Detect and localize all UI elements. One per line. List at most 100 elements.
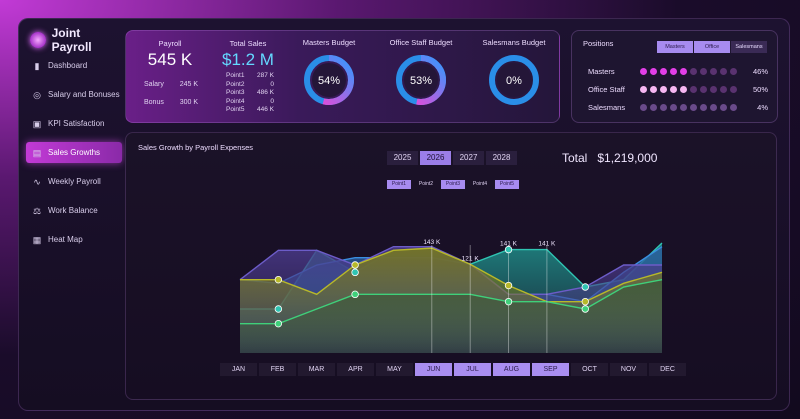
donut-track [489, 55, 539, 105]
month-button-mar[interactable]: MAR [298, 363, 335, 376]
data-point-marker[interactable] [274, 319, 283, 328]
position-dot [690, 86, 697, 93]
growth-chart-icon: ▤ [32, 147, 42, 158]
month-button-may[interactable]: MAY [376, 363, 413, 376]
positions-tab-masters[interactable]: Masters [657, 41, 693, 53]
masters-budget: Masters Budget 54% [291, 38, 367, 112]
data-point-marker[interactable] [274, 275, 283, 284]
kpi-card: Payroll 545 K Salary 245 K Bonus 300 K Tot… [125, 30, 560, 123]
line-chart-icon: ∿ [33, 176, 41, 187]
coins-icon: ◎ [33, 89, 41, 100]
position-dots [640, 104, 737, 111]
data-point-marker[interactable] [351, 268, 359, 277]
sidebar-nav: ▮ Dashboard ◎ Salary and Bonuses ▣ KPI Satisf… [26, 55, 122, 258]
data-point-marker[interactable] [351, 261, 359, 269]
position-dot [710, 86, 717, 93]
shield-logo-icon [30, 32, 46, 48]
year-button-2028[interactable]: 2028 [486, 151, 517, 165]
payroll-value: 545 K [147, 50, 193, 69]
sales-growth-chart: 143 K 121 K 141 K 141 K [239, 239, 663, 353]
positions-tab-office[interactable]: Office [694, 41, 730, 53]
sidebar-item-weekly-payroll[interactable]: ∿ Weekly Payroll [26, 171, 122, 192]
sidebar-item-salary-and-bonuses[interactable]: ◎ Salary and Bonuses [26, 84, 122, 105]
data-point-marker[interactable] [351, 290, 359, 299]
month-button-nov[interactable]: NOV [610, 363, 647, 376]
bar-chart-icon: ▮ [34, 60, 40, 71]
positions-title: Positions [583, 39, 614, 48]
sales-growth-card: Sales Growth by Payroll Expenses 2025 202… [125, 132, 777, 400]
salesmans-budget: Salesmans Budget 0% [474, 38, 554, 112]
data-point-marker[interactable] [504, 297, 513, 306]
month-button-jan[interactable]: JAN [220, 363, 257, 376]
map-icon: ▦ [32, 234, 42, 245]
total-label: Total [562, 151, 588, 165]
bonus-row: Bonus 300 K [144, 99, 198, 106]
sidebar-item-work-balance[interactable]: ⚖ Work Balance [26, 200, 122, 221]
sidebar-item-label: Weekly Payroll [48, 177, 101, 186]
sales-kpi: Total Sales $1.2 M [219, 39, 277, 70]
total-value: $1,219,000 [597, 151, 658, 165]
point-button-point3[interactable]: Point3 [441, 180, 465, 189]
point-button-point5[interactable]: Point5 [495, 180, 519, 189]
month-button-dec[interactable]: DEC [649, 363, 686, 376]
month-button-feb[interactable]: FEB [259, 363, 296, 376]
position-dot [660, 104, 667, 111]
payroll-kpi: Payroll 545 K [144, 39, 196, 70]
sales-point-row: Point4 0 [226, 97, 274, 105]
sidebar-item-sales-growths[interactable]: ▤ Sales Growths [26, 142, 122, 163]
point-button-point1[interactable]: Point1 [387, 180, 411, 189]
position-percent: 46% [752, 67, 768, 76]
donut-value: 53% [410, 75, 432, 87]
sidebar-item-kpi-satisfaction[interactable]: ▣ KPI Satisfaction [26, 113, 122, 134]
point-button-point2[interactable]: Point2 [418, 181, 434, 187]
position-dot [720, 68, 727, 75]
year-button-2025[interactable]: 2025 [387, 151, 418, 165]
data-point-marker[interactable] [504, 245, 513, 254]
position-row: Masters 46% [588, 67, 768, 76]
position-dot [720, 86, 727, 93]
donut-center [312, 63, 346, 97]
year-button-2026[interactable]: 2026 [420, 151, 451, 165]
series-line [240, 247, 663, 303]
data-point-marker[interactable] [581, 297, 589, 306]
position-percent: 50% [752, 85, 768, 94]
data-label: 121 K [462, 255, 480, 262]
chart-title: Sales Growth by Payroll Expenses [138, 143, 254, 152]
data-label: 141 K [538, 241, 556, 248]
positions-tabs: Masters Office Salesmans [657, 41, 768, 53]
position-dot [700, 104, 707, 111]
position-dot [710, 104, 717, 111]
sidebar-item-dashboard[interactable]: ▮ Dashboard [26, 55, 122, 76]
data-point-marker[interactable] [274, 305, 283, 313]
positions-card: Positions Masters Office Salesmans Masters… [571, 30, 778, 123]
sidebar-item-heat-map[interactable]: ▦ Heat Map [26, 229, 122, 250]
month-button-oct[interactable]: OCT [571, 363, 608, 376]
data-point-marker[interactable] [581, 305, 589, 313]
point-button-point4[interactable]: Point4 [472, 181, 488, 187]
positions-tab-salesmans[interactable]: Salesmans [731, 41, 767, 53]
masters-budget-donut: 54% [304, 55, 354, 105]
position-dot [650, 86, 657, 93]
data-point-marker[interactable] [504, 281, 513, 290]
year-selector: 2025 2026 2027 2028 [387, 151, 517, 165]
month-button-jul[interactable]: JUL [454, 363, 491, 376]
position-dot [650, 104, 657, 111]
point-filter: Point1 Point2 Point3 Point4 Point5 [387, 180, 519, 189]
sales-label: Total Sales [229, 39, 267, 48]
sales-point-row: Point5 446 K [226, 106, 274, 114]
position-row: Office Staff 50% [588, 85, 768, 94]
position-label: Office Staff [588, 85, 625, 94]
data-point-marker[interactable] [581, 283, 589, 291]
kpi-icon: ▣ [32, 118, 42, 129]
position-dot [730, 104, 737, 111]
position-dot [680, 86, 687, 93]
month-button-sep[interactable]: SEP [532, 363, 569, 376]
month-button-aug[interactable]: AUG [493, 363, 530, 376]
month-button-jun[interactable]: JUN [415, 363, 452, 376]
position-dot [640, 86, 647, 93]
brand: Joint Payroll [30, 26, 122, 54]
month-button-apr[interactable]: APR [337, 363, 374, 376]
year-button-2027[interactable]: 2027 [453, 151, 484, 165]
position-dot [730, 86, 737, 93]
payroll-label: Payroll [158, 39, 182, 48]
